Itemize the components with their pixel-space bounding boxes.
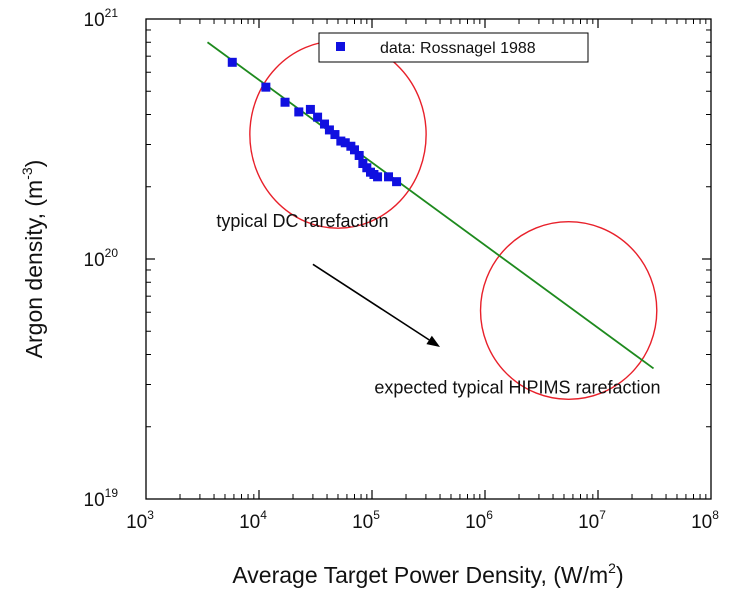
data-point	[354, 150, 364, 160]
plot-frame	[145, 18, 712, 500]
x-tick-label: 108	[691, 508, 719, 533]
annotation-text: expected typical HIPIMS rarefaction	[374, 378, 660, 398]
trend-arrow	[312, 263, 430, 341]
data-point	[340, 138, 350, 148]
data-point	[294, 107, 304, 117]
x-tick-labels: 103 104 105 106 107 108	[126, 508, 719, 533]
y-tick-label: 1021	[84, 6, 119, 31]
annotations: typical DC rarefaction expected typical H…	[216, 211, 660, 398]
x-tick-label: 107	[578, 508, 606, 533]
data-point	[392, 177, 402, 187]
data-point	[227, 57, 237, 67]
data-point	[320, 119, 330, 129]
data-point	[330, 130, 340, 140]
highlight-ellipse	[479, 221, 658, 401]
data-points	[227, 57, 402, 187]
axis-ticks	[146, 19, 711, 499]
trend-arrow-group	[312, 263, 441, 347]
x-tick-label: 105	[352, 508, 380, 533]
data-point	[324, 125, 334, 135]
data-point	[261, 82, 271, 92]
x-tick-label: 104	[239, 508, 267, 533]
data-point	[280, 97, 290, 107]
y-tick-label: 1019	[84, 486, 119, 511]
legend: data: Rossnagel 1988	[318, 32, 589, 63]
data-point	[349, 145, 359, 155]
legend-marker	[336, 42, 345, 51]
x-tick-label: 106	[465, 508, 493, 533]
fit-line-group	[206, 41, 655, 370]
data-point	[313, 112, 323, 122]
fit-line	[206, 41, 655, 370]
trend-arrow-head	[426, 335, 441, 347]
data-point	[373, 172, 383, 182]
legend-label: data: Rossnagel 1988	[380, 40, 536, 57]
annotation-text: typical DC rarefaction	[216, 211, 388, 231]
x-axis-title: Average Target Power Density, (W/m2)	[232, 560, 623, 588]
x-tick-label: 103	[126, 508, 154, 533]
y-tick-labels: 1019 1020 1021	[84, 6, 119, 511]
y-tick-label: 1020	[84, 246, 119, 271]
data-point	[384, 172, 394, 182]
y-axis-title: Argon density, (m-3)	[19, 160, 47, 359]
legend-box	[318, 32, 589, 63]
data-point	[305, 104, 315, 114]
